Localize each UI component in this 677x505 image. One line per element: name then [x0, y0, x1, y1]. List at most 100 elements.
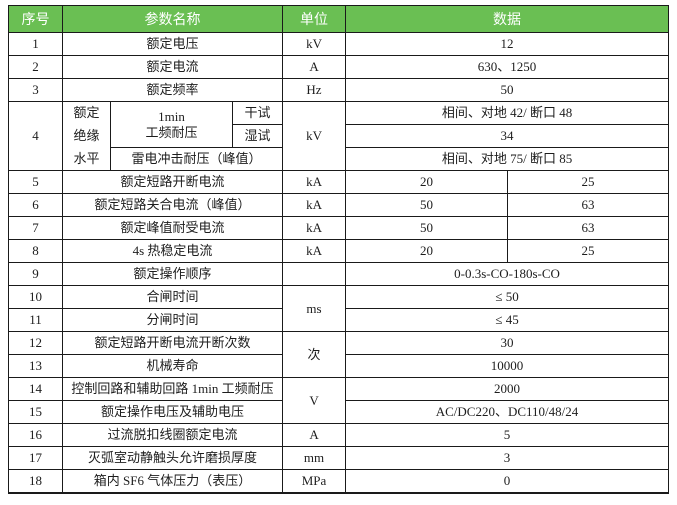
- header-no: 序号: [8, 5, 63, 33]
- cell-insulation-level-group: 额定绝缘水平: [62, 100, 111, 172]
- cell-data-right: 63: [507, 193, 670, 218]
- cell-param: 灭弧室动静触头允许磨损厚度: [61, 446, 284, 471]
- cell-unit: A: [282, 423, 347, 448]
- cell-param: 额定短路关合电流（峰值）: [61, 193, 284, 218]
- cell-unit: kV: [282, 100, 347, 172]
- cell-no: 9: [8, 262, 63, 287]
- cell-dry-test-label: 干试: [231, 100, 284, 126]
- table-row-9: 9 额定操作顺序 0-0.3s-CO-180s-CO: [8, 262, 670, 287]
- cell-param: 额定峰值耐受电流: [61, 216, 284, 241]
- cell-param: 额定操作电压及辅助电压: [61, 400, 284, 425]
- cell-unit: kV: [282, 32, 347, 56]
- cell-param: 过流脱扣线圈额定电流: [61, 423, 284, 448]
- cell-unit: kA: [282, 239, 347, 264]
- cell-no: 3: [8, 78, 63, 102]
- table-row-3: 3 额定频率 Hz 50: [8, 78, 670, 102]
- cell-param: 4s 热稳定电流: [61, 239, 284, 264]
- cell-param: 额定电流: [61, 55, 284, 79]
- table-row-11: 11 分闸时间 ≤ 45: [8, 308, 670, 333]
- cell-impulse-withstand-label: 雷电冲击耐压（峰值）: [109, 147, 284, 172]
- table-row-15: 15 额定操作电压及辅助电压 AC/DC220、DC110/48/24: [8, 400, 670, 425]
- cell-no: 17: [8, 446, 63, 471]
- cell-param: 机械寿命: [61, 354, 284, 379]
- cell-data: 10000: [345, 354, 670, 379]
- cell-data: 0-0.3s-CO-180s-CO: [345, 262, 670, 287]
- cell-data-right: 25: [507, 170, 670, 195]
- cell-param: 额定短路开断电流开断次数: [61, 331, 284, 356]
- insulation-level-label: 额定绝缘水平: [73, 105, 100, 166]
- table-row-5: 5 额定短路开断电流 kA 20 25: [8, 170, 670, 195]
- cell-unit: MPa: [282, 469, 347, 494]
- cell-no: 18: [8, 469, 63, 494]
- cell-data: 2000: [345, 377, 670, 402]
- cell-data: AC/DC220、DC110/48/24: [345, 400, 670, 425]
- cell-param: 合闸时间: [61, 285, 284, 310]
- cell-no: 5: [8, 170, 63, 195]
- cell-data-impulse: 相间、对地 75/ 断口 85: [345, 147, 670, 172]
- table-row-18: 18 箱内 SF6 气体压力（表压） MPa 0: [8, 469, 670, 494]
- cell-data-left: 20: [345, 239, 509, 264]
- cell-data-wet: 34: [345, 124, 670, 149]
- cell-power-frequency-withstand: 1min 工频耐压: [110, 100, 233, 149]
- cell-data-right: 25: [507, 239, 670, 264]
- cell-data-dry: 相间、对地 42/ 断口 48: [345, 100, 670, 126]
- cell-unit: kA: [282, 216, 347, 241]
- cell-data: 5: [345, 423, 670, 448]
- table-row-12: 12 额定短路开断电流开断次数 次 30: [8, 331, 670, 379]
- table-row-4-wet: 湿试 34: [9, 124, 670, 149]
- cell-no: 10: [8, 285, 63, 310]
- cell-no: 2: [8, 55, 63, 79]
- cell-data-left: 50: [345, 216, 509, 241]
- cell-param: 额定频率: [61, 78, 284, 102]
- cell-unit: Hz: [282, 78, 347, 102]
- cell-unit-merged: 次: [282, 331, 347, 379]
- table-row-8: 8 4s 热稳定电流 kA 20 25: [8, 239, 670, 264]
- header-param: 参数名称: [61, 5, 284, 33]
- cell-no: 8: [8, 239, 63, 264]
- table-row-4-dry: 4 额定绝缘水平 1min 工频耐压 干试 kV 相间、对地 42/ 断口 48: [8, 100, 670, 172]
- cell-unit: kA: [282, 193, 347, 218]
- cell-no: 16: [8, 423, 63, 448]
- header-data: 数据: [345, 5, 670, 33]
- cell-param: 分闸时间: [61, 308, 284, 333]
- header-row: 序号 参数名称 单位 数据: [8, 5, 670, 33]
- cell-data-right: 63: [507, 216, 670, 241]
- cell-data: ≤ 45: [345, 308, 670, 333]
- cell-no: 12: [8, 331, 63, 356]
- cell-no: 14: [8, 377, 63, 402]
- cell-data: 0: [345, 469, 670, 494]
- cell-no: 7: [8, 216, 63, 241]
- cell-no: 15: [8, 400, 63, 425]
- freq-withstand-line1: 1min: [158, 108, 185, 124]
- cell-data: 12: [345, 32, 670, 56]
- cell-data: 30: [345, 331, 670, 356]
- cell-no: 11: [8, 308, 63, 333]
- cell-data: 630、1250: [345, 55, 670, 79]
- cell-param: 额定短路开断电流: [61, 170, 284, 195]
- header-unit: 单位: [282, 5, 347, 33]
- cell-unit: kA: [282, 170, 347, 195]
- table-row-1: 1 额定电压 kV 12: [8, 32, 670, 56]
- cell-no: 13: [8, 354, 63, 379]
- cell-param: 额定操作顺序: [61, 262, 284, 287]
- cell-data-left: 50: [345, 193, 509, 218]
- cell-no: 6: [8, 193, 63, 218]
- table-row-16: 16 过流脱扣线圈额定电流 A 5: [8, 423, 670, 448]
- table-row-13: 13 机械寿命 10000: [8, 354, 670, 379]
- table-row-6: 6 额定短路关合电流（峰值） kA 50 63: [8, 193, 670, 218]
- table-row-7: 7 额定峰值耐受电流 kA 50 63: [8, 216, 670, 241]
- cell-unit-merged: ms: [282, 285, 347, 333]
- cell-unit-empty: [282, 262, 347, 287]
- table-row-14: 14 控制回路和辅助回路 1min 工频耐压 V 2000: [8, 377, 670, 425]
- cell-no: 4: [8, 100, 63, 172]
- cell-param: 额定电压: [61, 32, 284, 56]
- cell-data-left: 20: [345, 170, 509, 195]
- cell-data: ≤ 50: [345, 285, 670, 310]
- table-row-10: 10 合闸时间 ms ≤ 50: [8, 285, 670, 333]
- cell-param: 控制回路和辅助回路 1min 工频耐压: [61, 377, 284, 402]
- cell-param: 箱内 SF6 气体压力（表压）: [61, 469, 284, 494]
- table-row-2: 2 额定电流 A 630、1250: [8, 55, 670, 79]
- cell-data: 50: [345, 78, 670, 102]
- cell-unit: A: [282, 55, 347, 79]
- cell-unit: mm: [282, 446, 347, 471]
